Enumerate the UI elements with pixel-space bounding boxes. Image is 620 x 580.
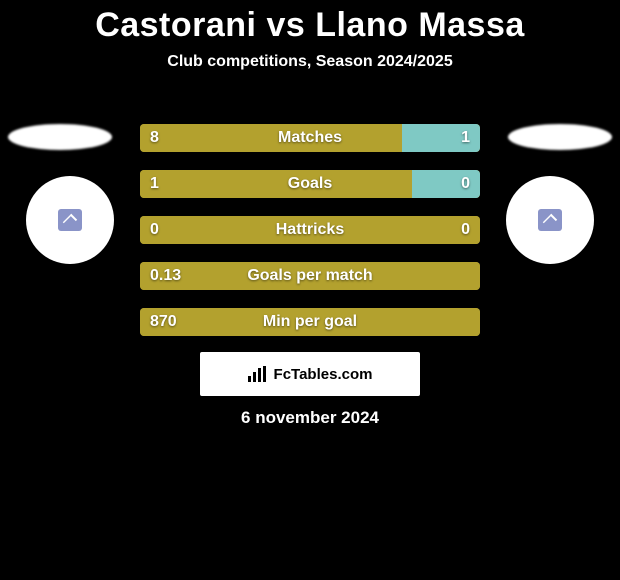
page-title: Castorani vs Llano Massa xyxy=(0,0,620,45)
shadow-oval-right xyxy=(508,124,612,150)
stat-value-left: 870 xyxy=(150,308,177,336)
stat-value-left: 0.13 xyxy=(150,262,181,290)
stat-value-left: 0 xyxy=(150,216,159,244)
attribution-badge: FcTables.com xyxy=(200,352,420,396)
avatar-placeholder-icon xyxy=(58,209,82,231)
subtitle: Club competitions, Season 2024/2025 xyxy=(0,53,620,71)
stat-row: Min per goal870 xyxy=(140,308,480,336)
stat-row: Goals1 0 xyxy=(140,170,480,198)
stat-value-left: 8 xyxy=(150,124,159,152)
stat-value-left: 1 xyxy=(150,170,159,198)
stats-rows: Matches81Goals10Hattricks00Goals per mat… xyxy=(140,124,480,354)
stat-row: Matches8 1 xyxy=(140,124,480,152)
stat-label: Goals per match xyxy=(140,262,480,290)
comparison-infographic: Castorani vs Llano Massa Club competitio… xyxy=(0,0,620,580)
stat-label: Hattricks xyxy=(140,216,480,244)
stat-label: Matches xyxy=(140,124,480,152)
stat-row: Hattricks0 0 xyxy=(140,216,480,244)
attribution-text: FcTables.com xyxy=(274,366,373,383)
player-avatar-right xyxy=(506,176,594,264)
player-avatar-left xyxy=(26,176,114,264)
stat-label: Goals xyxy=(140,170,480,198)
stat-value-right: 0 xyxy=(461,216,470,244)
stat-label: Min per goal xyxy=(140,308,480,336)
stat-row: Goals per match0.13 xyxy=(140,262,480,290)
avatar-placeholder-icon xyxy=(538,209,562,231)
stat-value-right: 1 xyxy=(461,124,470,152)
fctables-logo-icon xyxy=(248,366,268,382)
date-text: 6 november 2024 xyxy=(0,408,620,428)
shadow-oval-left xyxy=(8,124,112,150)
stat-value-right: 0 xyxy=(461,170,470,198)
